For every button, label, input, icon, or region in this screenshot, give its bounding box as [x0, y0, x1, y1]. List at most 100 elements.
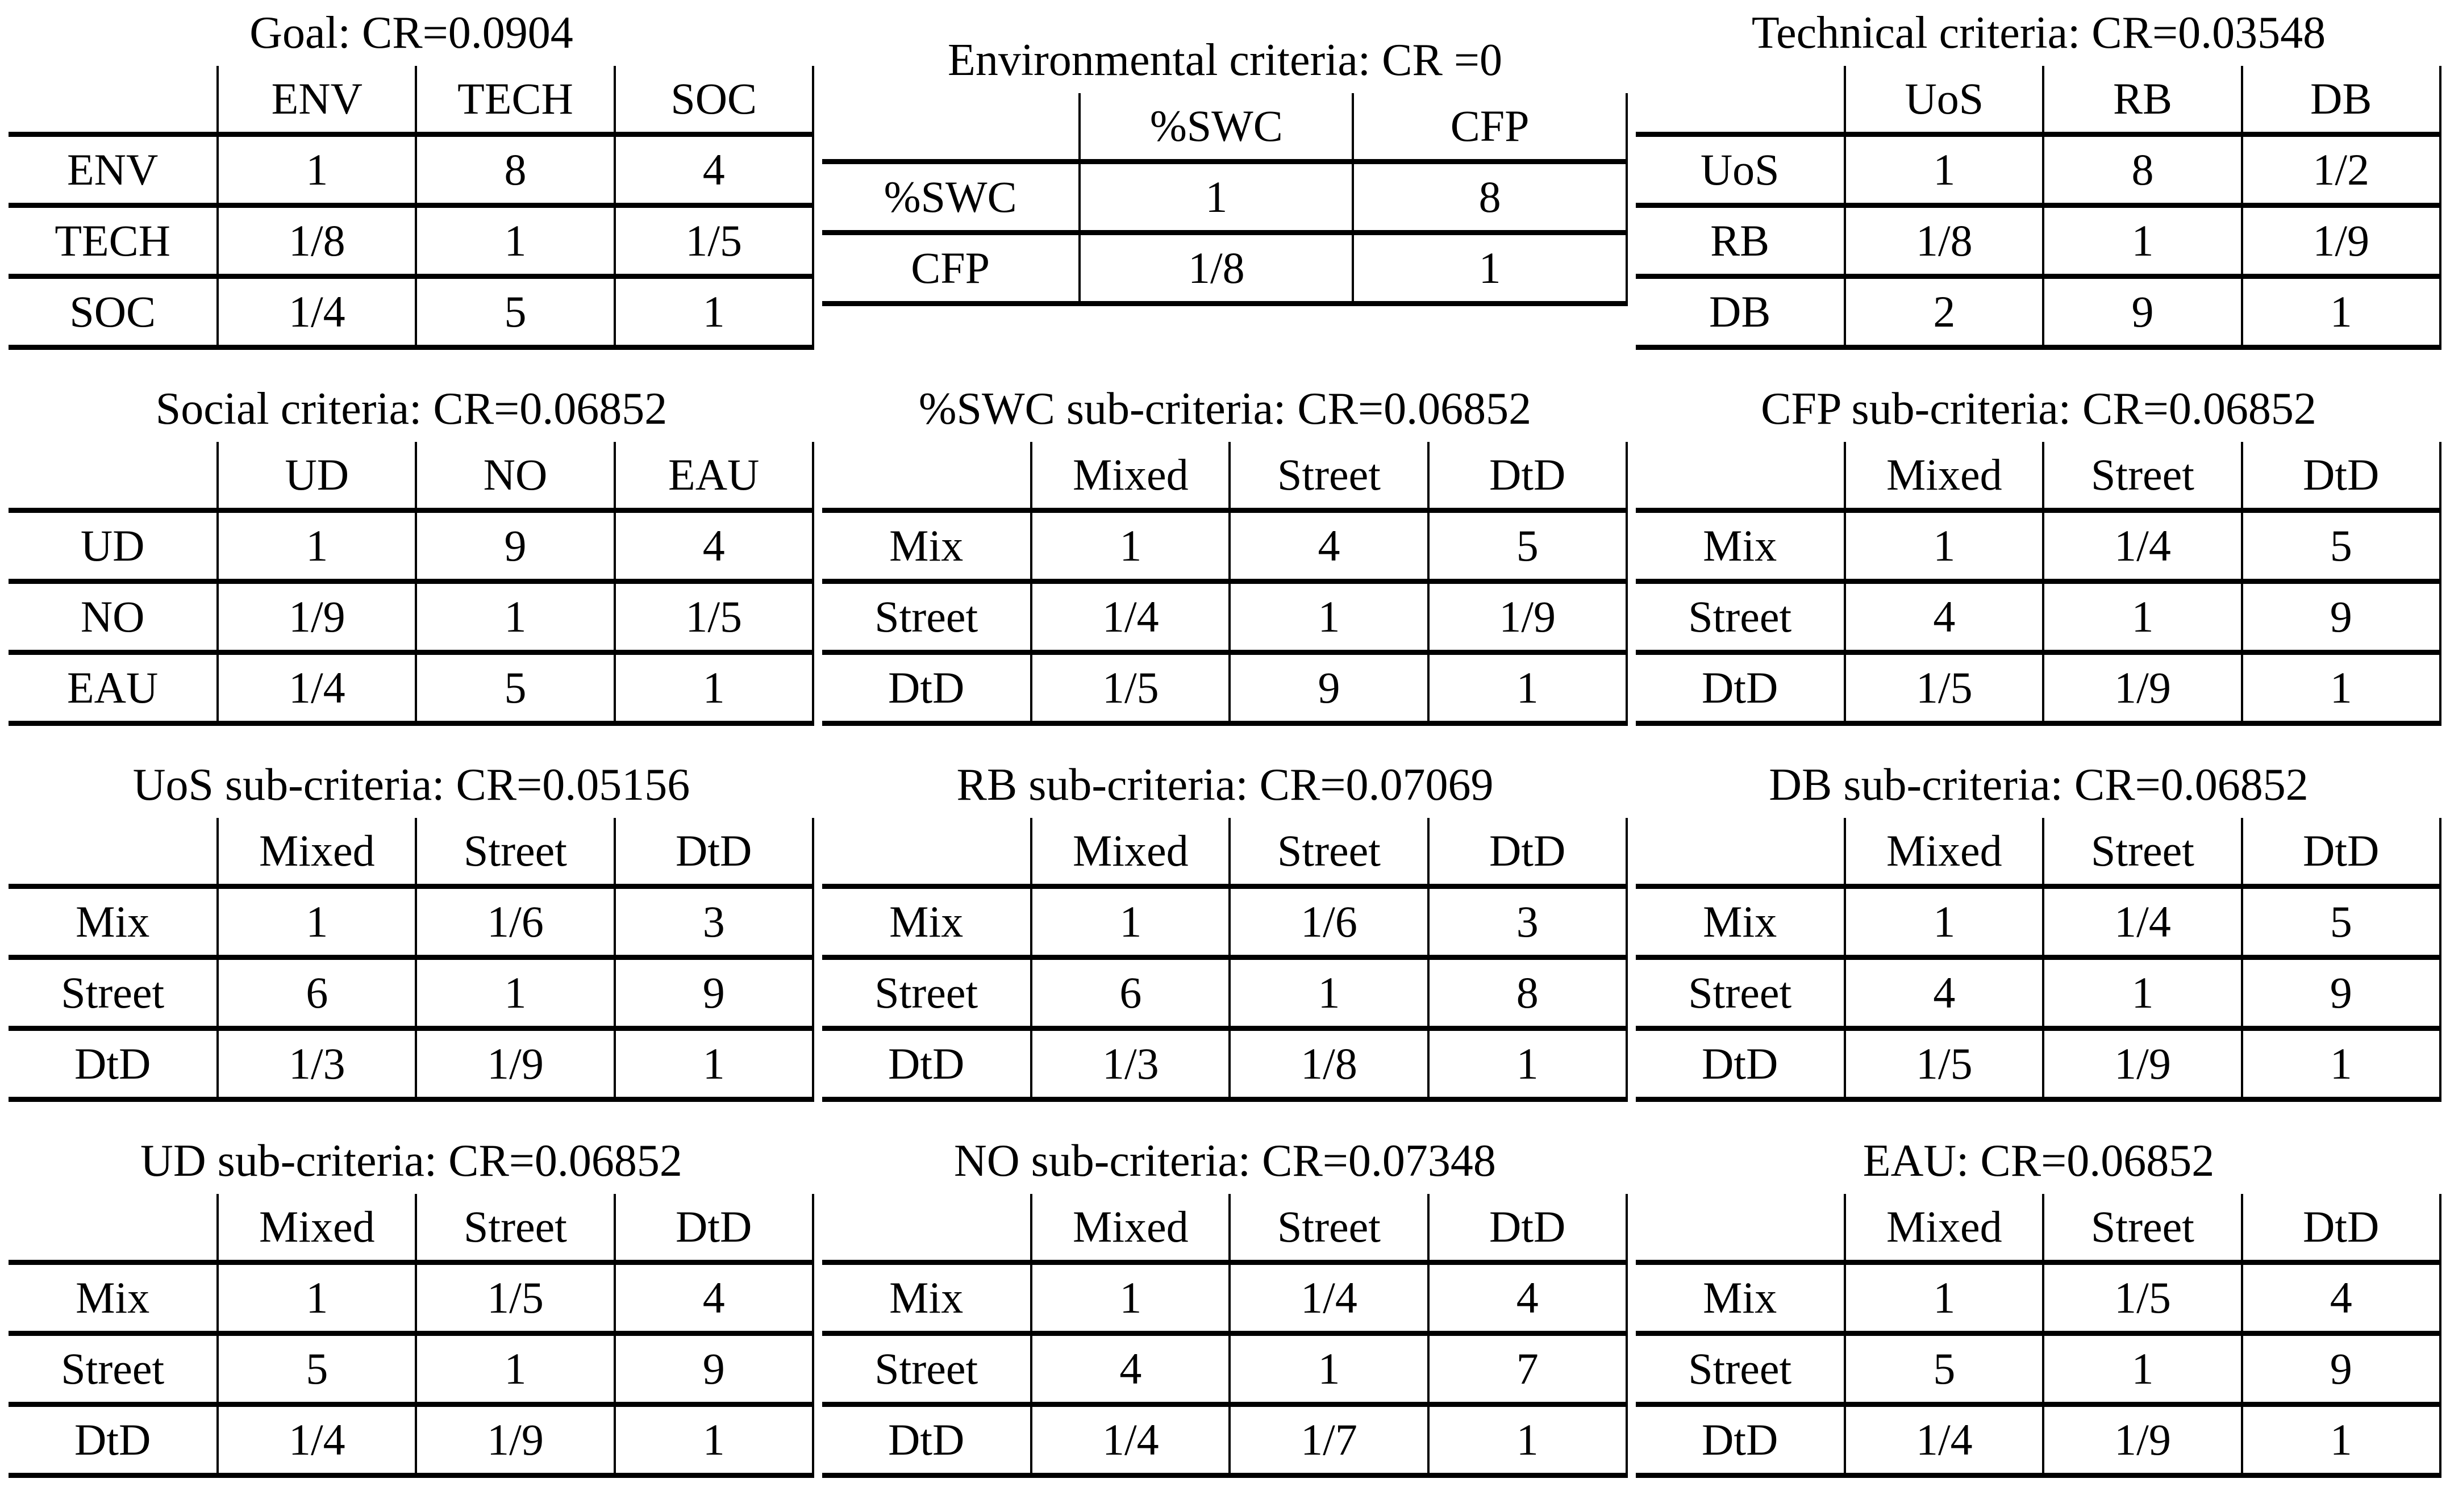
col-header: Mixed [216, 817, 416, 889]
table-title: UD sub-criteria: CR=0.06852 [140, 1136, 682, 1186]
row-label: Street [9, 957, 218, 1031]
ahp-table-goal: Goal: CR=0.0904 ENV TECH SOC ENV 1 8 4 [9, 8, 814, 350]
matrix-cell: 1 [1030, 1262, 1230, 1336]
matrix-cell: 1 [613, 652, 814, 726]
ahp-table-ud-sub: UD sub-criteria: CR=0.06852 Mixed Street… [9, 1136, 814, 1478]
matrix-cell: 9 [613, 1333, 814, 1407]
table-title: DB sub-criteria: CR=0.06852 [1769, 760, 2309, 810]
matrix-cell: 6 [1030, 957, 1230, 1031]
matrix-cell: 1 [1352, 232, 1628, 306]
grid-cell: CFP sub-criteria: CR=0.06852 Mixed Stree… [1632, 384, 2445, 726]
row-label: Mix [9, 1262, 218, 1336]
matrix-cell: 5 [415, 276, 615, 350]
corner-cell [822, 93, 1080, 164]
row-label: UD [9, 510, 218, 584]
header-row: Mixed Street DtD [9, 817, 814, 889]
matrix-cell: 2 [1844, 276, 2044, 350]
matrix-cell: 1 [613, 1028, 814, 1102]
row-label: Mix [9, 886, 218, 960]
corner-cell [822, 1193, 1032, 1265]
row-label: NO [9, 581, 218, 655]
matrix-row: DtD 1/4 1/9 1 [1636, 1404, 2441, 1478]
matrix-cell: 8 [1352, 161, 1628, 235]
col-header: Mixed [216, 1193, 416, 1265]
pairwise-matrix: Mixed Street DtD Mix 1 1/6 3 Street 6 1 [9, 817, 814, 1102]
matrix-cell: 1 [2240, 1028, 2441, 1102]
matrix-cell: 1/3 [1030, 1028, 1230, 1102]
matrix-cell: 1 [2042, 205, 2242, 279]
matrix-row: DtD 1/3 1/9 1 [9, 1028, 814, 1102]
matrix-cell: 1/5 [613, 205, 814, 279]
matrix-row: CFP 1/8 1 [822, 232, 1628, 306]
matrix-cell: 1/9 [415, 1404, 615, 1478]
ahp-table-no-sub: NO sub-criteria: CR=0.07348 Mixed Street… [822, 1136, 1628, 1478]
col-header: Mixed [1030, 441, 1230, 513]
matrix-cell: 4 [613, 1262, 814, 1336]
row-label: DtD [9, 1028, 218, 1102]
matrix-cell: 3 [1427, 886, 1628, 960]
matrix-cell: 1 [2240, 1404, 2441, 1478]
col-header: NO [415, 441, 615, 513]
col-header: DtD [1427, 441, 1628, 513]
row-label: Mix [1636, 886, 1845, 960]
matrix-cell: 1/4 [216, 1404, 416, 1478]
matrix-row: EAU 1/4 5 1 [9, 652, 814, 726]
ahp-table-technical: Technical criteria: CR=0.03548 UoS RB DB… [1636, 8, 2441, 350]
matrix-cell: 1 [2240, 652, 2441, 726]
row-label: Street [822, 957, 1032, 1031]
matrix-row: Street 6 1 9 [9, 957, 814, 1031]
matrix-cell: 5 [216, 1333, 416, 1407]
corner-cell [1636, 1193, 1845, 1265]
matrix-row: Mix 1 4 5 [822, 510, 1628, 584]
matrix-row: NO 1/9 1 1/5 [9, 581, 814, 655]
col-header: DtD [1427, 1193, 1628, 1265]
matrix-cell: 1/4 [1030, 581, 1230, 655]
matrix-cell: 5 [2240, 510, 2441, 584]
matrix-cell: 1 [216, 510, 416, 584]
matrix-cell: 1/5 [613, 581, 814, 655]
matrix-cell: 4 [1844, 957, 2044, 1031]
matrix-cell: 3 [613, 886, 814, 960]
matrix-cell: 1 [1844, 510, 2044, 584]
matrix-cell: 4 [613, 510, 814, 584]
grid-cell: EAU: CR=0.06852 Mixed Street DtD Mix 1 1… [1632, 1136, 2445, 1478]
matrix-row: DtD 1/4 1/9 1 [9, 1404, 814, 1478]
matrix-row: Street 6 1 8 [822, 957, 1628, 1031]
grid-cell: DB sub-criteria: CR=0.06852 Mixed Street… [1632, 760, 2445, 1102]
matrix-cell: 5 [1844, 1333, 2044, 1407]
matrix-cell: 1 [613, 276, 814, 350]
matrix-cell: 1 [2240, 276, 2441, 350]
pairwise-matrix: UD NO EAU UD 1 9 4 NO 1/9 1 1/5 [9, 441, 814, 726]
col-header: UD [216, 441, 416, 513]
col-header: Mixed [1844, 1193, 2044, 1265]
col-header: Street [415, 1193, 615, 1265]
matrix-cell: 1 [1030, 886, 1230, 960]
table-title: %SWC sub-criteria: CR=0.06852 [918, 384, 1532, 434]
ahp-table-rb-sub: RB sub-criteria: CR=0.07069 Mixed Street… [822, 760, 1628, 1102]
matrix-row: %SWC 1 8 [822, 161, 1628, 235]
matrix-row: DB 2 9 1 [1636, 276, 2441, 350]
row-label: EAU [9, 652, 218, 726]
row-label: DtD [822, 1028, 1032, 1102]
header-row: UD NO EAU [9, 441, 814, 513]
col-header: Mixed [1030, 1193, 1230, 1265]
matrix-cell: 5 [415, 652, 615, 726]
row-label: DtD [1636, 652, 1845, 726]
header-row: Mixed Street DtD [1636, 1193, 2441, 1265]
matrix-cell: 9 [1228, 652, 1428, 726]
row-label: Street [822, 581, 1032, 655]
grid-cell: UD sub-criteria: CR=0.06852 Mixed Street… [5, 1136, 818, 1478]
matrix-row: DtD 1/5 1/9 1 [1636, 652, 2441, 726]
matrix-cell: 1 [2042, 581, 2242, 655]
matrix-cell: 1/5 [2042, 1262, 2242, 1336]
matrix-cell: 1/7 [1228, 1404, 1428, 1478]
ahp-table-swc-sub: %SWC sub-criteria: CR=0.06852 Mixed Stre… [822, 384, 1628, 726]
matrix-row: Mix 1 1/4 5 [1636, 886, 2441, 960]
matrix-cell: 1 [1844, 1262, 2044, 1336]
matrix-cell: 1/9 [1427, 581, 1628, 655]
matrix-row: DtD 1/3 1/8 1 [822, 1028, 1628, 1102]
row-label: Mix [822, 510, 1032, 584]
matrix-cell: 1/9 [2240, 205, 2441, 279]
col-header: Street [2042, 441, 2242, 513]
row-label: %SWC [822, 161, 1080, 235]
